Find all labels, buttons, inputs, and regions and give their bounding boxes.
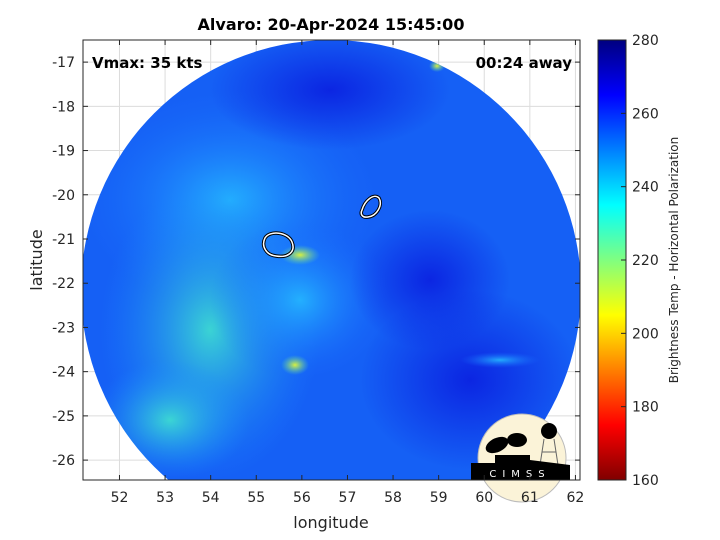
x-tick-label: 56: [293, 490, 311, 506]
y-tick-label: -22: [52, 276, 75, 292]
x-tick-label: 59: [430, 490, 448, 506]
y-tick-label: -24: [52, 365, 75, 381]
y-tick-label: -18: [52, 99, 75, 115]
colorbar-tick-label: 200: [632, 326, 659, 342]
x-tick-label: 54: [202, 490, 220, 506]
brightness-temp-field: [83, 40, 580, 480]
chart-title: Alvaro: 20-Apr-2024 15:45:00: [198, 15, 465, 34]
x-tick-label: 55: [247, 490, 265, 506]
colorbar-tick-label: 180: [632, 400, 659, 416]
y-tick-label: -25: [52, 409, 75, 425]
x-tick-label: 62: [567, 490, 585, 506]
vmax-annotation: Vmax: 35 kts: [92, 54, 202, 72]
y-tick-label: -26: [52, 453, 75, 469]
colorbar-tick-label: 220: [632, 253, 659, 269]
x-tick-label: 57: [339, 490, 357, 506]
x-tick-label: 52: [111, 490, 129, 506]
x-tick-label: 53: [156, 490, 174, 506]
y-axis-label: latitude: [27, 229, 46, 290]
x-tick-label: 60: [475, 490, 493, 506]
y-tick-label: -21: [52, 232, 75, 248]
y-tick-label: -17: [52, 55, 75, 71]
y-tick-label: -20: [52, 188, 75, 204]
plot-area: CIMSS 52 53 54 55 56 57 58 59 60 61 62 -17 -18 -19 -2…: [52, 39, 585, 506]
colorbar-label: Brightness Temp - Horizontal Polarizatio…: [667, 137, 681, 384]
y-tick-label: -23: [52, 320, 75, 336]
colorbar-tick-label: 260: [632, 106, 659, 122]
logo-text: CIMSS: [489, 469, 550, 480]
x-tick-label: 58: [384, 490, 402, 506]
y-tick-label: -19: [52, 144, 75, 160]
time-offset-annotation: 00:24 away: [476, 54, 573, 72]
colorbar-tick-label: 240: [632, 180, 659, 196]
x-axis-label: longitude: [293, 513, 368, 532]
colorbar-tick-label: 280: [632, 33, 659, 49]
colorbar: 160 180 200 220 240 260 280 Brightness Temp - …: [597, 33, 681, 489]
colorbar-tick-label: 160: [632, 473, 659, 489]
x-tick-label: 61: [521, 490, 539, 506]
